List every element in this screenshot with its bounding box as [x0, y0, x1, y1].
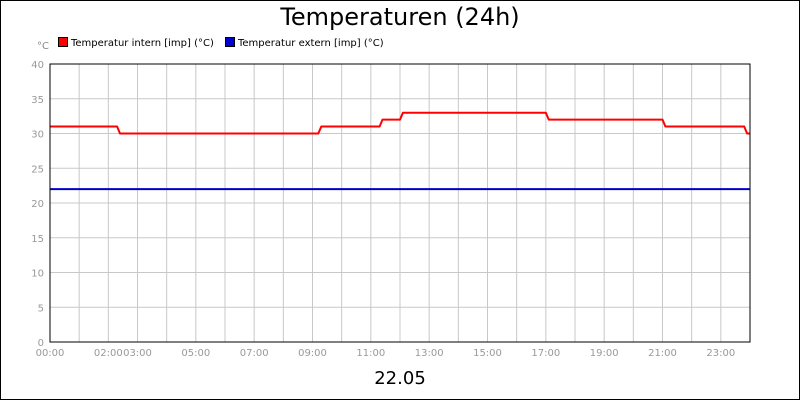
y-tick-label: 15: [31, 234, 44, 245]
plot-border: [49, 63, 751, 343]
x-tick-label: 02:00: [94, 348, 123, 359]
y-unit-label: °C: [37, 41, 49, 52]
legend-item-intern: Temperatur intern [imp] (°C): [58, 37, 214, 49]
x-tick-label: 05:00: [181, 348, 210, 359]
x-tick-label: 09:00: [298, 348, 327, 359]
x-tick-label: 15:00: [473, 348, 502, 359]
y-tick-label: 30: [31, 130, 44, 141]
chart-title: Temperaturen (24h): [280, 3, 520, 31]
x-tick-label: 07:00: [240, 348, 269, 359]
x-tick-label: 19:00: [590, 348, 619, 359]
x-tick-label: 17:00: [531, 348, 560, 359]
y-tick-label: 10: [31, 269, 44, 280]
series-layer: [50, 111, 750, 191]
y-tick-label: 5: [38, 303, 44, 314]
grid-layer: [50, 64, 750, 342]
legend-item-extern: Temperatur extern [imp] (°C): [225, 37, 384, 49]
y-tick-label: 35: [31, 95, 44, 106]
y-tick-label: 40: [31, 60, 44, 71]
x-tick-label: 00:00: [36, 348, 65, 359]
y-tick-label: 25: [31, 164, 44, 175]
y-tick-label: 20: [31, 199, 44, 210]
x-tick-label: 23:00: [706, 348, 735, 359]
legend-label-intern: Temperatur intern [imp] (°C): [71, 38, 214, 49]
x-tick-label: 13:00: [415, 348, 444, 359]
legend-label-extern: Temperatur extern [imp] (°C): [238, 38, 384, 49]
legend-swatch-intern: [58, 37, 68, 47]
y-tick-label: 0: [38, 338, 44, 349]
legend-swatch-extern: [225, 37, 235, 47]
axis-layer: 0 5 10 15 20 25 30 35 40 00:00 02:00 03:00 05:00 07:0…: [31, 60, 735, 359]
x-tick-label: 11:00: [356, 348, 385, 359]
x-tick-label: 21:00: [648, 348, 677, 359]
x-tick-label: 03:00: [123, 348, 152, 359]
series-line-intern: [50, 111, 750, 135]
date-label: 22.05: [374, 368, 426, 389]
